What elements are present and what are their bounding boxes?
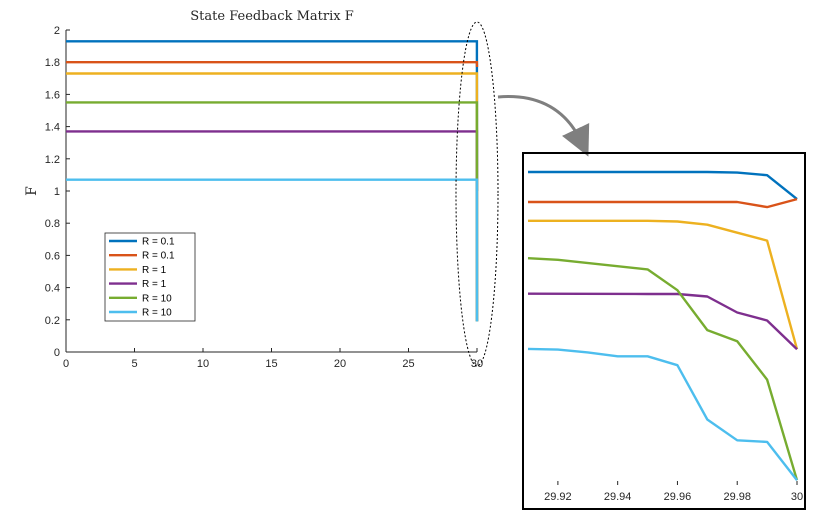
y-tick-label: 1 — [54, 186, 60, 198]
legend-box — [104, 232, 196, 322]
inset-series-line — [528, 197, 798, 209]
inset-axes: 29.92 29.94 29.96 29.98 30 — [522, 152, 806, 510]
legend-label: R = 1 — [142, 265, 167, 276]
x-tick-label: 25 — [402, 358, 414, 370]
inset-chart: 29.92 29.94 29.96 29.98 30 — [522, 152, 806, 510]
y-tick-label: 0.8 — [45, 218, 60, 230]
inset-x-tick-label: 29.94 — [604, 491, 632, 503]
y-tick-label: 1.8 — [45, 57, 60, 69]
main-chart: State Feedback Matrix F F 0 5 10 15 20 25 3000… — [24, 9, 483, 370]
y-tick-label: 1.2 — [45, 154, 60, 166]
y-tick-label: 0.4 — [45, 283, 60, 295]
y-tick-label: 0.2 — [45, 315, 60, 327]
y-tick-label: 2 — [54, 25, 60, 37]
y-tick-label: 0 — [54, 347, 60, 359]
y-axis-label: F — [24, 186, 40, 196]
zoom-region-ellipse — [455, 21, 499, 367]
inset-series-line — [528, 170, 798, 201]
y-tick-label: 1.6 — [45, 89, 60, 101]
chart-title: State Feedback Matrix F — [190, 9, 353, 24]
x-tick-label: 15 — [265, 358, 277, 370]
x-tick-label: 5 — [131, 358, 137, 370]
series-line — [66, 61, 479, 68]
inset-series-group — [527, 170, 799, 481]
main-series-group — [66, 40, 479, 322]
legend-label: R = 0.1 — [142, 251, 175, 262]
x-tick-label: 30 — [471, 358, 483, 370]
x-tick-label: 20 — [334, 358, 346, 370]
legend-label: R = 10 — [142, 308, 172, 319]
inset-series-line — [528, 219, 799, 350]
x-tick-label: 0 — [63, 358, 69, 370]
zoom-arrow — [497, 95, 590, 157]
inset-series-line — [527, 257, 799, 481]
inset-x-tick-label: 30 — [791, 491, 803, 503]
legend: R = 0.1 R = 0.1 R = 1 R = 1 R = 10 R = 10 — [104, 232, 196, 322]
y-tick-label: 1.4 — [45, 122, 60, 134]
legend-label: R = 10 — [142, 293, 172, 304]
legend-label: R = 1 — [142, 279, 167, 290]
inset-series-line — [527, 292, 798, 351]
legend-label: R = 0.1 — [142, 237, 175, 248]
x-tick-label: 10 — [197, 358, 209, 370]
main-axes: 0 5 10 15 20 25 30 0 0.2 0.4 0.6 0.8 1 1.2 1.4 1.6 1.8 2 — [45, 25, 483, 370]
inset-frame — [522, 152, 806, 510]
series-line — [66, 40, 479, 192]
series-line — [66, 178, 479, 322]
inset-x-tick-label: 29.96 — [664, 491, 692, 503]
y-tick-label: 0.6 — [45, 250, 60, 262]
inset-x-tick-label: 29.92 — [544, 491, 572, 503]
inset-x-tick-label: 29.98 — [723, 491, 751, 503]
inset-series-line — [527, 347, 798, 481]
